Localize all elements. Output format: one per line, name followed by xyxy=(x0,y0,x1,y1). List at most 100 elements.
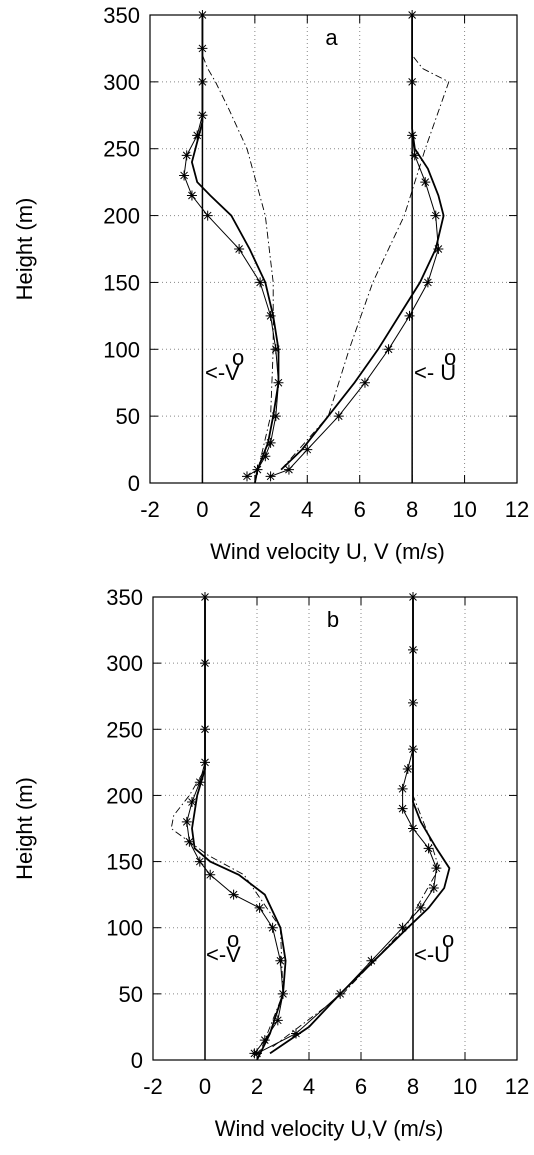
y-tick-label: 100 xyxy=(106,916,143,941)
marker xyxy=(187,797,197,808)
x-tick-label: -2 xyxy=(140,497,160,522)
marker xyxy=(234,244,245,254)
y-tick-label: 300 xyxy=(106,651,143,676)
series-line xyxy=(269,597,451,1055)
marker xyxy=(366,955,377,966)
marker xyxy=(265,471,276,482)
x-axis-label: Wind velocity U,V (m/s) xyxy=(215,1116,444,1141)
x-tick-label: 0 xyxy=(199,1074,211,1099)
series-line xyxy=(190,15,280,484)
x-tick-label: 8 xyxy=(406,497,418,522)
marker xyxy=(241,471,252,482)
series-line xyxy=(183,15,280,477)
series-line xyxy=(186,597,284,1054)
annotation: <-V xyxy=(206,942,241,967)
x-tick-label: 4 xyxy=(303,1074,315,1099)
series-line xyxy=(270,15,439,477)
marker xyxy=(409,150,420,161)
y-tick-label: 200 xyxy=(106,783,143,808)
marker xyxy=(423,843,434,854)
annotation-superscript: o xyxy=(227,927,239,952)
x-tick-label: 6 xyxy=(355,1074,367,1099)
marker xyxy=(420,177,431,188)
series-line xyxy=(280,15,450,470)
marker xyxy=(255,277,266,288)
x-tick-label: 6 xyxy=(354,497,366,522)
x-tick-label: 10 xyxy=(452,497,476,522)
marker xyxy=(383,344,394,355)
marker xyxy=(408,823,418,834)
annotation: <- U xyxy=(414,360,456,385)
marker xyxy=(265,310,276,321)
x-tick-label: 12 xyxy=(505,1074,529,1099)
annotation: <-V xyxy=(205,360,240,385)
marker xyxy=(359,377,370,388)
marker xyxy=(272,1015,283,1026)
marker xyxy=(186,190,197,201)
marker xyxy=(428,883,439,894)
y-tick-label: 200 xyxy=(103,204,140,229)
y-axis-label: Height (m) xyxy=(12,777,37,880)
series-line xyxy=(280,15,445,471)
marker xyxy=(302,444,313,455)
marker xyxy=(254,902,265,913)
y-tick-label: 350 xyxy=(103,3,140,28)
x-tick-label: 10 xyxy=(453,1074,477,1099)
annotation-superscript: o xyxy=(444,345,456,370)
x-tick-label: 0 xyxy=(196,497,208,522)
y-tick-label: 150 xyxy=(103,270,140,295)
marker xyxy=(252,1048,262,1059)
plot-frame xyxy=(149,14,518,484)
marker xyxy=(333,411,344,422)
x-axis-label: Wind velocity U, V (m/s) xyxy=(210,539,445,564)
marker xyxy=(431,863,442,874)
y-tick-label: 50 xyxy=(116,404,140,429)
marker xyxy=(402,763,413,774)
y-tick-label: 250 xyxy=(106,717,143,742)
y-tick-label: 300 xyxy=(103,70,140,95)
series-line xyxy=(272,597,440,1048)
marker xyxy=(397,922,408,933)
x-tick-label: 8 xyxy=(407,1074,419,1099)
y-tick-label: 50 xyxy=(119,982,143,1007)
marker xyxy=(205,869,216,880)
marker xyxy=(260,451,271,462)
marker xyxy=(397,783,408,794)
marker xyxy=(179,170,190,181)
marker xyxy=(194,777,205,788)
marker xyxy=(415,902,426,913)
plot-frame xyxy=(152,596,518,1061)
marker xyxy=(202,210,213,221)
marker xyxy=(275,955,286,966)
y-tick-label: 150 xyxy=(106,850,143,875)
marker xyxy=(404,310,415,321)
annotation-superscript: o xyxy=(442,927,454,952)
y-tick-label: 100 xyxy=(103,337,140,362)
y-tick-label: 0 xyxy=(131,1048,143,1073)
panel-label: a xyxy=(325,25,338,50)
marker xyxy=(283,464,294,475)
x-tick-label: 4 xyxy=(301,497,313,522)
panel-label: b xyxy=(327,607,339,632)
marker xyxy=(181,150,192,161)
marker xyxy=(422,277,433,288)
marker xyxy=(291,1028,301,1039)
marker xyxy=(270,344,281,355)
marker xyxy=(267,922,278,933)
annotation: <-U xyxy=(414,942,450,967)
marker xyxy=(194,856,205,867)
series-line xyxy=(191,597,287,1061)
x-tick-label: -2 xyxy=(143,1074,163,1099)
marker xyxy=(192,130,203,141)
x-tick-label: 2 xyxy=(251,1074,263,1099)
marker xyxy=(397,803,408,814)
marker xyxy=(228,889,239,900)
y-axis-label: Height (m) xyxy=(12,198,37,301)
y-tick-label: 250 xyxy=(103,137,140,162)
series-line xyxy=(201,15,274,484)
x-tick-label: 2 xyxy=(249,497,261,522)
y-tick-label: 0 xyxy=(128,471,140,496)
y-tick-label: 350 xyxy=(106,585,143,610)
marker xyxy=(265,437,276,448)
